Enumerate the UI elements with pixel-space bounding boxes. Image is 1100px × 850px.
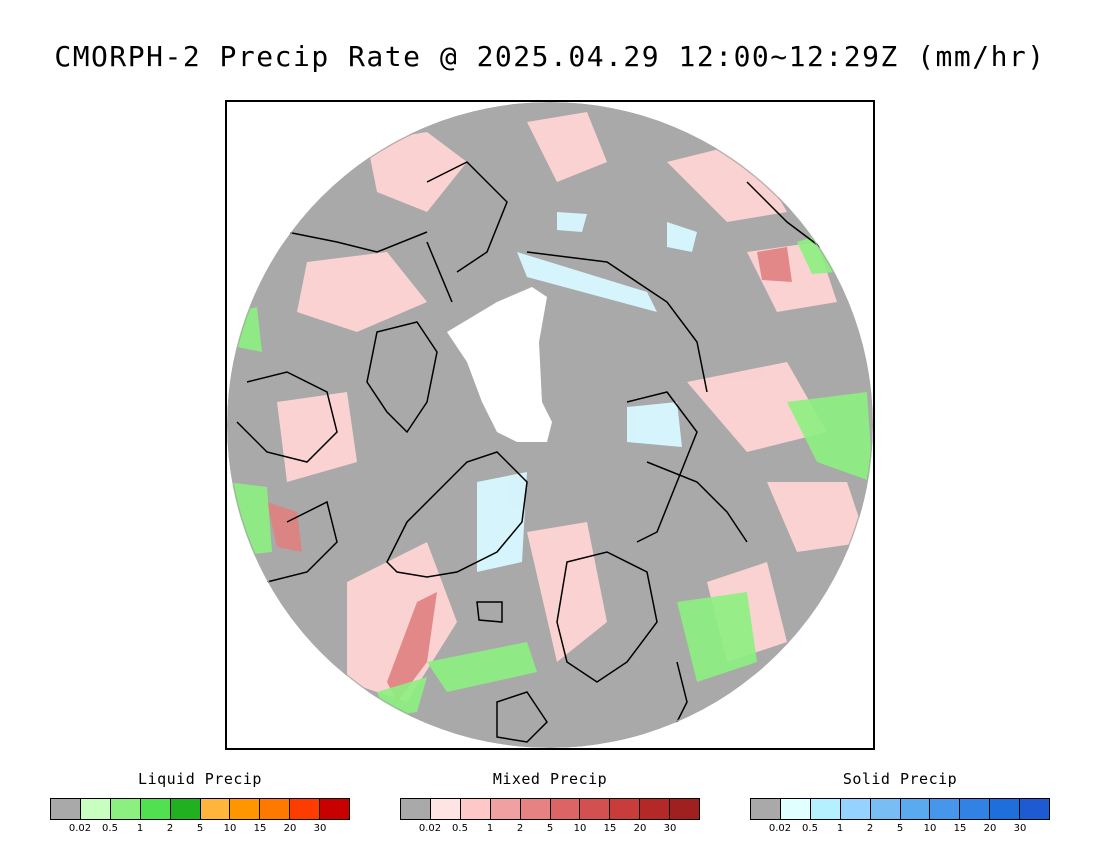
- legend-tick-label: 15: [953, 823, 967, 834]
- legend-tick-label: 15: [253, 823, 267, 834]
- legend-tick-label: 20: [983, 823, 997, 834]
- legend-swatch: [550, 799, 581, 819]
- heavy-mixed-precip: [267, 247, 792, 702]
- legend-tick-label: 5: [196, 823, 204, 834]
- legend-tick-label: 1: [136, 823, 144, 834]
- solid-precip-areas: [477, 212, 697, 572]
- legend-tick-label: 5: [896, 823, 904, 834]
- legend-tick-label: 1: [836, 823, 844, 834]
- legend-swatch: [230, 799, 261, 819]
- legend-swatch: [870, 799, 901, 819]
- legend-swatch: [401, 799, 431, 819]
- map-frame: [225, 100, 875, 750]
- legend-swatch: [51, 799, 81, 819]
- legend-swatch: [930, 799, 961, 819]
- legend-tick-label: 5: [546, 823, 554, 834]
- legend-swatch: [200, 799, 231, 819]
- legend-ticks-solid: 0.02 0.5 1 2 5 10 15 20 30: [750, 820, 1050, 834]
- legend-swatches-solid: [750, 798, 1050, 820]
- legend-swatch: [320, 799, 350, 819]
- legend-tick-label: 30: [1013, 823, 1027, 834]
- legend-swatch: [640, 799, 671, 819]
- coastline: [236, 161, 828, 743]
- legend-tick-label: 0.5: [102, 823, 118, 834]
- legend-swatch: [110, 799, 141, 819]
- legend-swatches-mixed: [400, 798, 700, 820]
- legend-tick-label: 2: [166, 823, 174, 834]
- legend-swatch: [670, 799, 700, 819]
- legend-title-mixed: Mixed Precip: [492, 770, 608, 788]
- legend-tick-label: 2: [866, 823, 874, 834]
- legend-solid: Solid Precip 0.02 0.5 1 2 5 10 15 20 30: [750, 770, 1050, 834]
- legend-swatch: [140, 799, 171, 819]
- legend-ticks-liquid: 0.02 0.5 1 2 5 10 15 20 30: [50, 820, 350, 834]
- legend-tick-label: 15: [603, 823, 617, 834]
- legend-tick-label: 0.5: [802, 823, 818, 834]
- legend-tick-label: 30: [313, 823, 327, 834]
- legend-swatch: [900, 799, 931, 819]
- legend-tick-label: 20: [283, 823, 297, 834]
- legend-title-liquid: Liquid Precip: [138, 770, 262, 788]
- legend-swatch: [1020, 799, 1050, 819]
- legend-swatch: [580, 799, 611, 819]
- legend-tick-label: 10: [223, 823, 237, 834]
- legend-tick-label: 2: [516, 823, 524, 834]
- legend-tick-label: 1: [486, 823, 494, 834]
- legend-tick-label: 0.02: [418, 823, 442, 834]
- legend-tick-label: 0.02: [68, 823, 92, 834]
- liquid-precip-areas: [227, 232, 873, 717]
- legend-swatch: [780, 799, 811, 819]
- legend-swatch: [520, 799, 551, 819]
- legend-swatches-liquid: [50, 798, 350, 820]
- polar-map: [227, 102, 873, 748]
- legend-swatch: [460, 799, 491, 819]
- legend-tick-label: 10: [573, 823, 587, 834]
- legend-title-solid: Solid Precip: [842, 770, 958, 788]
- legend-tick-label: 20: [633, 823, 647, 834]
- legend-swatch: [960, 799, 991, 819]
- legend-tick-label: 10: [923, 823, 937, 834]
- legend-tick-label: 0.02: [768, 823, 792, 834]
- legend-swatch: [260, 799, 291, 819]
- legend-swatch: [290, 799, 321, 819]
- legend-liquid: Liquid Precip 0.02 0.5 1 2 5 10 15 20 30: [50, 770, 350, 834]
- legend-swatch: [840, 799, 871, 819]
- legend-swatch: [170, 799, 201, 819]
- legend-swatch: [490, 799, 521, 819]
- legend-tick-label: 30: [663, 823, 677, 834]
- map-title: CMORPH-2 Precip Rate @ 2025.04.29 12:00~…: [54, 40, 1046, 73]
- sea-ice-missing-region: [447, 287, 552, 442]
- legend-ticks-mixed: 0.02 0.5 1 2 5 10 15 20 30: [400, 820, 700, 834]
- legend-swatch: [810, 799, 841, 819]
- legend-swatch: [610, 799, 641, 819]
- legend-swatch: [751, 799, 781, 819]
- legend-swatch: [430, 799, 461, 819]
- legend-tick-label: 0.5: [452, 823, 468, 834]
- legend-swatch: [80, 799, 111, 819]
- legend-swatch: [990, 799, 1021, 819]
- legend-mixed: Mixed Precip 0.02 0.5 1 2 5 10 15 20 30: [400, 770, 700, 834]
